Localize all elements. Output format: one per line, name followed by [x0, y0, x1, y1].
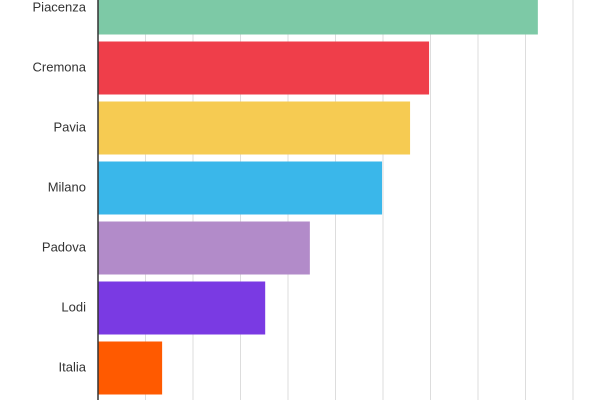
- y-tick-label: Piacenza: [33, 0, 87, 14]
- y-tick-label: Italia: [59, 359, 87, 374]
- bar: [98, 221, 310, 275]
- bar: [98, 0, 538, 35]
- bar: [98, 41, 430, 95]
- bar: [98, 341, 163, 395]
- bar: [98, 101, 411, 155]
- y-tick-label: Padova: [42, 239, 87, 254]
- y-tick-label: Lodi: [61, 299, 86, 314]
- y-tick-label: Cremona: [33, 59, 87, 74]
- y-tick-label: Pavia: [53, 119, 86, 134]
- bar: [98, 161, 383, 215]
- y-tick-label: Milano: [48, 179, 86, 194]
- bar: [98, 281, 266, 335]
